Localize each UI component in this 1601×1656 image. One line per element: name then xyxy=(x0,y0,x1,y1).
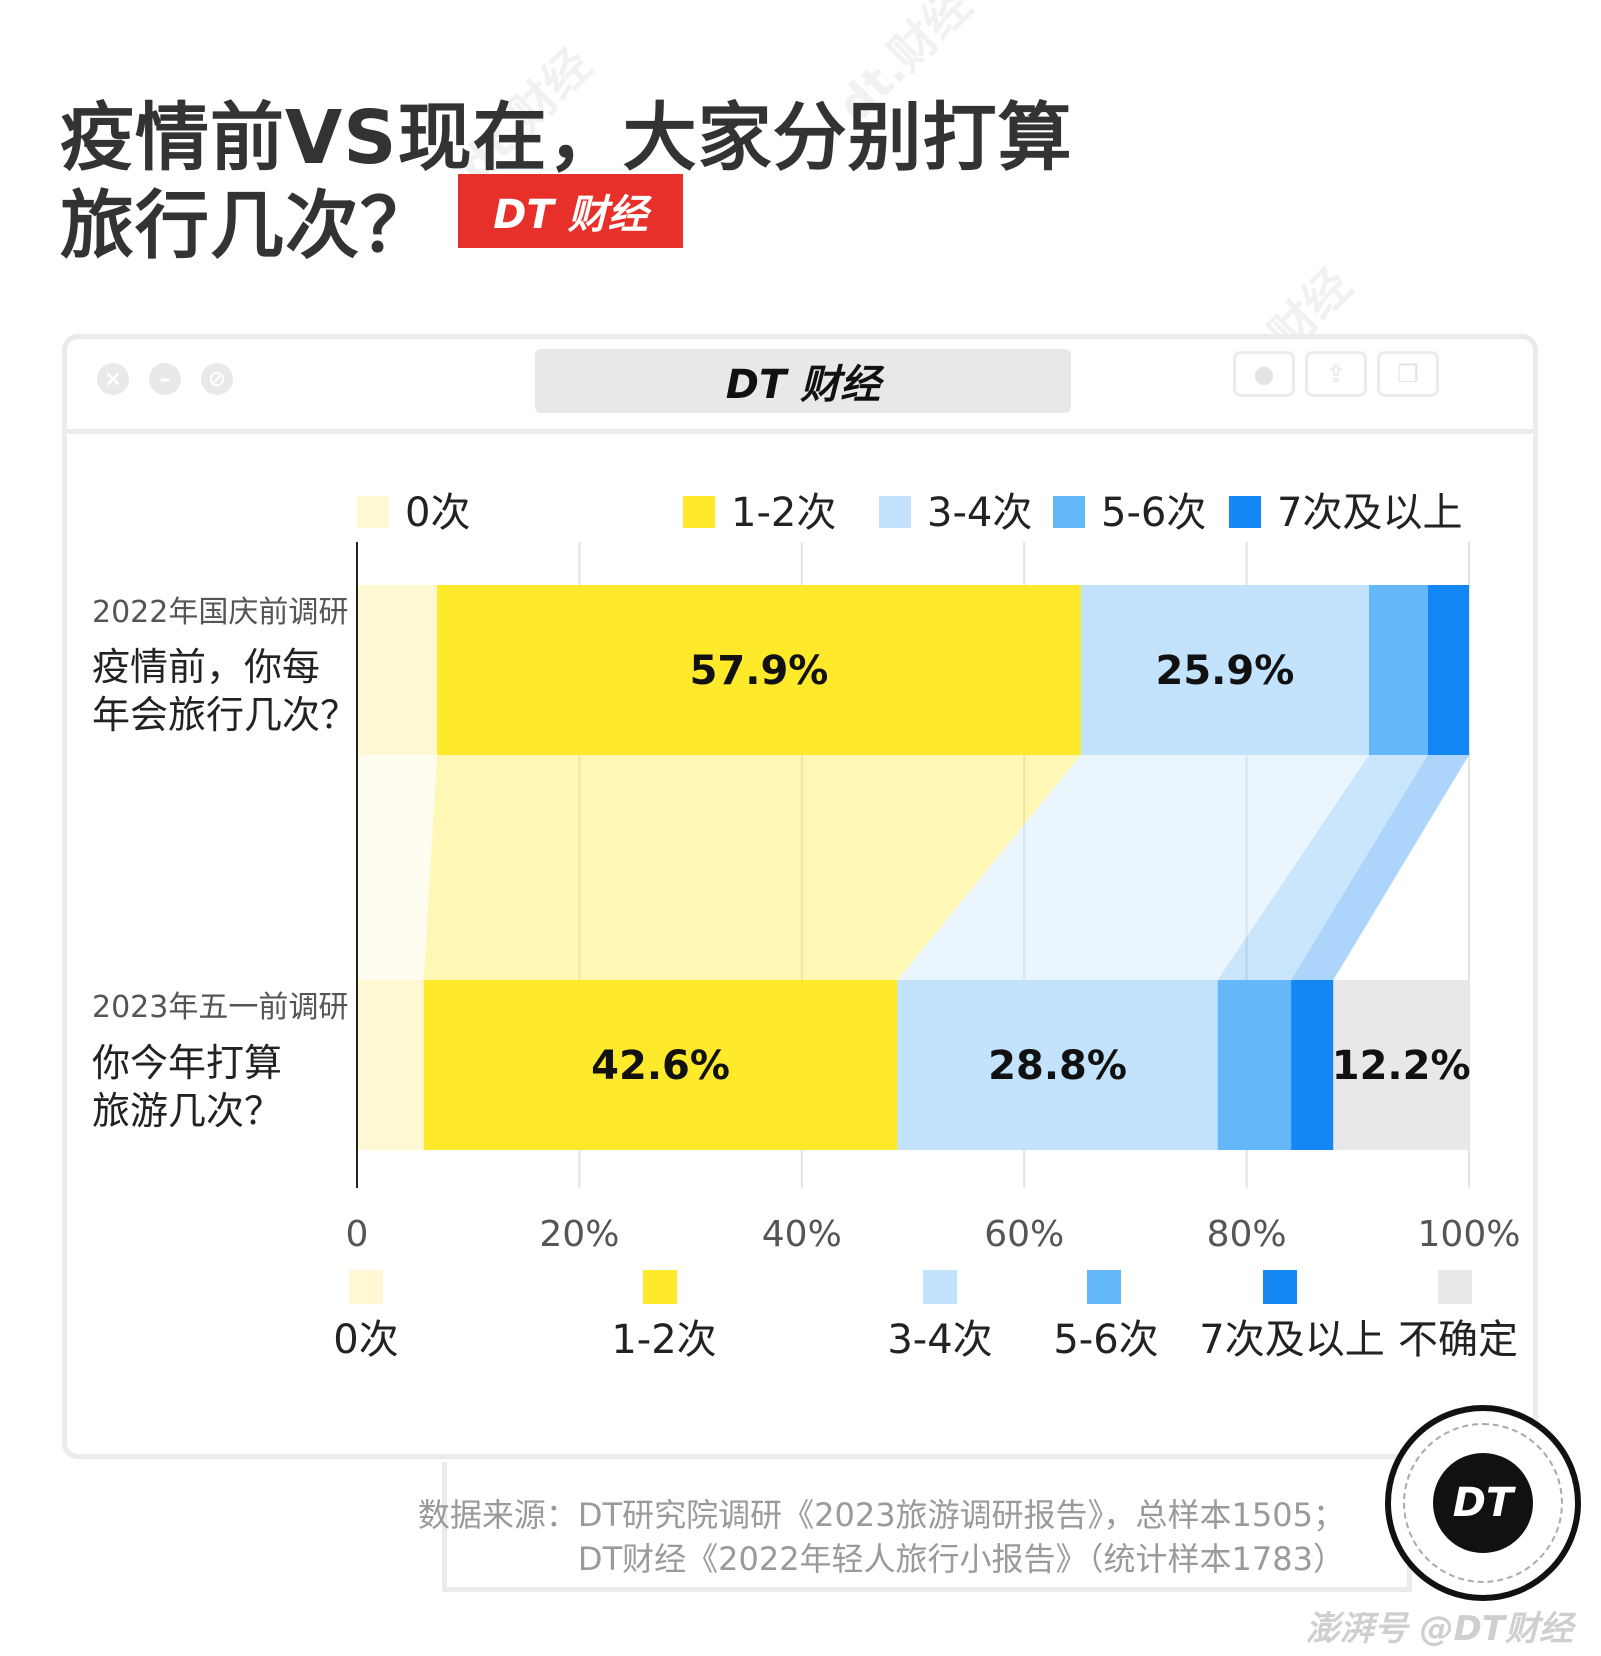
bar-segment xyxy=(1080,585,1369,755)
legend-swatch xyxy=(643,1270,677,1304)
connector-band-0 xyxy=(357,755,438,980)
legend-swatch xyxy=(879,496,911,528)
category-survey-label: 2023年五一前调研 xyxy=(92,990,348,1025)
share-icon[interactable]: ⇪ xyxy=(1305,351,1367,397)
bar-segment xyxy=(1427,585,1469,755)
x-tick-label: 60% xyxy=(984,1214,1064,1255)
bar-segment xyxy=(897,980,1218,1150)
source-note-line-2: DT财经《2022年轻人旅行小报告》（统计样本1783） xyxy=(577,1540,1345,1578)
data-label: 28.8% xyxy=(988,1043,1127,1089)
legend-label: 1-2次 xyxy=(611,1317,716,1363)
x-tick-label: 80% xyxy=(1207,1214,1287,1255)
legend-swatch xyxy=(1053,496,1085,528)
window-header: × – ⊘ DT 财经 ● ⇪ ❐ xyxy=(67,339,1533,434)
legend-label: 5-6次 xyxy=(1101,490,1206,536)
category-question-label: 旅游几次？ xyxy=(92,1089,282,1133)
legend-label: 0次 xyxy=(333,1317,398,1363)
data-label: 25.9% xyxy=(1156,648,1295,694)
x-tick-label: 40% xyxy=(762,1214,842,1255)
page-title-line-2: 旅行几次？ xyxy=(60,183,435,269)
footer-panel xyxy=(442,1462,1412,1592)
minimize-icon[interactable]: – xyxy=(149,363,181,395)
legend-label: 3-4次 xyxy=(887,1317,992,1363)
source-note-line-1: 数据来源：DT研究院调研《2023旅游调研报告》，总样本1505； xyxy=(417,1496,1345,1534)
bar-segment xyxy=(1333,980,1469,1150)
bar-segment xyxy=(1291,980,1334,1150)
block-icon[interactable]: ⊘ xyxy=(201,363,233,395)
x-tick-label: 20% xyxy=(539,1214,619,1255)
bar-segment xyxy=(437,585,1081,755)
connector-band-1 xyxy=(423,755,1081,980)
close-icon[interactable]: × xyxy=(97,363,129,395)
connector-band-3 xyxy=(1217,755,1428,980)
bar-segment xyxy=(423,980,898,1150)
copy-icon[interactable]: ❐ xyxy=(1377,351,1439,397)
x-tick-label: 0 xyxy=(346,1214,369,1255)
legend-label: 1-2次 xyxy=(731,490,836,536)
data-label: 12.2% xyxy=(1332,1043,1471,1089)
record-icon[interactable]: ● xyxy=(1233,351,1295,397)
data-label: 57.9% xyxy=(690,648,829,694)
bar-segment xyxy=(357,980,424,1150)
connector-band-4 xyxy=(1291,755,1469,980)
legend-swatch xyxy=(1229,496,1261,528)
legend-label: 7次及以上 xyxy=(1277,490,1462,536)
legend-swatch xyxy=(683,496,715,528)
legend-swatch xyxy=(357,496,389,528)
legend-label: 5-6次 xyxy=(1053,1317,1158,1363)
legend-label: 3-4次 xyxy=(927,490,1032,536)
dt-logo: DT xyxy=(1433,1453,1533,1553)
category-question-label: 你今年打算 xyxy=(92,1041,282,1085)
platform-credit: 澎湃号 @DT财经 xyxy=(1305,1609,1573,1649)
window-brand-label: DT 财经 xyxy=(535,349,1071,413)
legend-label: 0次 xyxy=(405,490,470,536)
category-question-label: 年会旅行几次？ xyxy=(92,693,358,737)
legend-swatch xyxy=(1263,1270,1297,1304)
dt-logo-dashed-ring xyxy=(1403,1423,1563,1583)
legend-swatch xyxy=(923,1270,957,1304)
category-survey-label: 2022年国庆前调研 xyxy=(92,595,348,630)
legend-label: 不确定 xyxy=(1398,1317,1518,1363)
bar-segment xyxy=(1217,980,1292,1150)
category-question-label: 疫情前，你每 xyxy=(92,645,320,689)
bar-segment xyxy=(1368,585,1428,755)
legend-label: 7次及以上 xyxy=(1199,1317,1384,1363)
connector-band-2 xyxy=(897,755,1369,980)
data-label: 42.6% xyxy=(591,1043,730,1089)
legend-swatch xyxy=(349,1270,383,1304)
bar-segment xyxy=(357,585,438,755)
brand-badge: DT 财经 xyxy=(458,174,683,248)
x-tick-label: 100% xyxy=(1418,1214,1521,1255)
legend-swatch xyxy=(1087,1270,1121,1304)
page-title-line-1: 疫情前VS现在，大家分别打算 xyxy=(60,95,1073,181)
legend-swatch xyxy=(1438,1270,1472,1304)
